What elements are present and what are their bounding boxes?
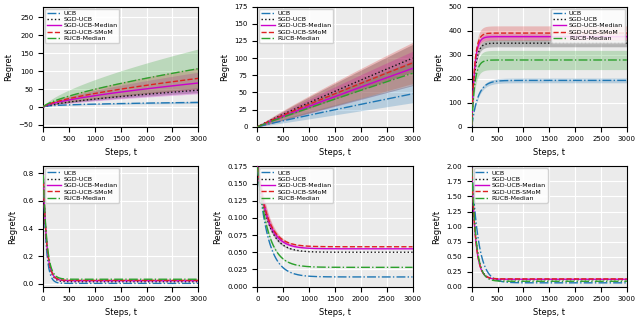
X-axis label: Steps, t: Steps, t (105, 148, 137, 157)
Y-axis label: Regret: Regret (220, 53, 228, 81)
X-axis label: Steps, t: Steps, t (319, 308, 351, 317)
X-axis label: Steps, t: Steps, t (105, 308, 137, 317)
Legend: UCB, SGD-UCB, SGD-UCB-Median, SGD-UCB-SMoM, RUCB-Median: UCB, SGD-UCB, SGD-UCB-Median, SGD-UCB-SM… (45, 168, 119, 203)
Y-axis label: Regret: Regret (434, 53, 443, 81)
Legend: UCB, SGD-UCB, SGD-UCB-Median, SGD-UCB-SMoM, RUCB-Median: UCB, SGD-UCB, SGD-UCB-Median, SGD-UCB-SM… (259, 168, 333, 203)
X-axis label: Steps, t: Steps, t (533, 148, 565, 157)
Legend: UCB, SGD-UCB, SGD-UCB-Median, SGD-UCB-SMoM, RUCB-Median: UCB, SGD-UCB, SGD-UCB-Median, SGD-UCB-SM… (474, 168, 548, 203)
Y-axis label: Regret: Regret (4, 53, 13, 81)
Legend: UCB, SGD-UCB, SGD-UCB-Median, SGD-UCB-SMoM, RUCB-Median: UCB, SGD-UCB, SGD-UCB-Median, SGD-UCB-SM… (45, 9, 119, 43)
Y-axis label: Regret/t: Regret/t (431, 209, 441, 244)
X-axis label: Steps, t: Steps, t (533, 308, 565, 317)
Legend: UCB, SGD-UCB, SGD-UCB-Median, SGD-UCB-SMoM, RUCB-Median: UCB, SGD-UCB, SGD-UCB-Median, SGD-UCB-SM… (259, 9, 333, 43)
X-axis label: Steps, t: Steps, t (319, 148, 351, 157)
Y-axis label: Regret/t: Regret/t (213, 209, 222, 244)
Y-axis label: Regret/t: Regret/t (8, 209, 17, 244)
Legend: UCB, SGD-UCB, SGD-UCB-Median, SGD-UCB-SMoM, RUCB-Median: UCB, SGD-UCB, SGD-UCB-Median, SGD-UCB-SM… (551, 9, 625, 43)
